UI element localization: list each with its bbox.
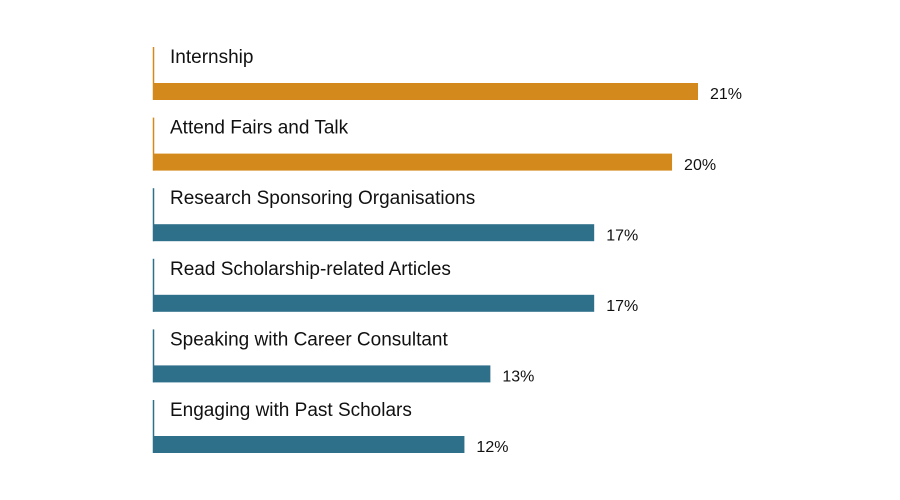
value-label: 20%: [684, 157, 716, 174]
category-label: Research Sponsoring Organisations: [170, 188, 475, 209]
value-label: 21%: [710, 86, 742, 103]
bar: [153, 153, 673, 171]
category-label: Engaging with Past Scholars: [170, 400, 412, 421]
value-label: 17%: [606, 227, 638, 244]
bar: [153, 365, 491, 383]
bar: [153, 83, 698, 100]
bar: [153, 436, 465, 453]
value-label: 12%: [476, 439, 508, 456]
category-label: Read Scholarship-related Articles: [170, 259, 451, 280]
category-label: Attend Fairs and Talk: [170, 118, 349, 139]
category-label: Internship: [170, 47, 253, 68]
bar: [153, 224, 595, 242]
value-label: 17%: [606, 298, 638, 315]
bar: [153, 294, 595, 312]
category-label: Speaking with Career Consultant: [170, 329, 448, 350]
value-label: 13%: [502, 369, 534, 386]
